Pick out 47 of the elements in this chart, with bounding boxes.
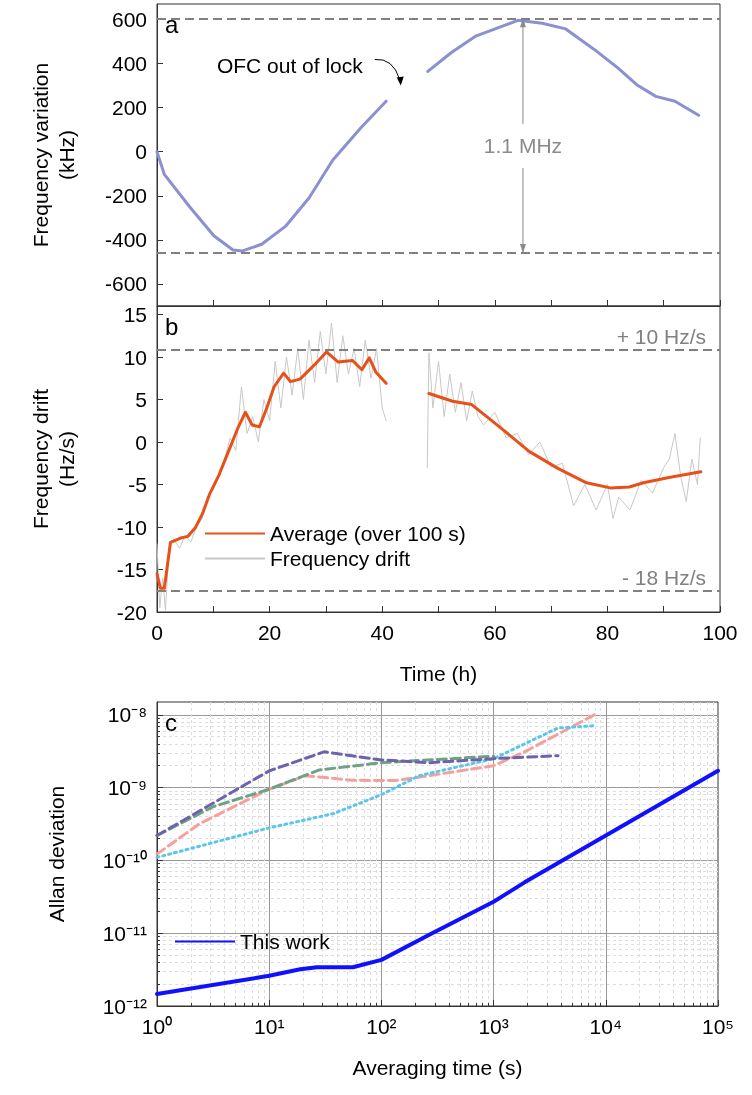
annotation: 1.1 MHz — [483, 134, 563, 158]
annotation: a — [165, 10, 179, 38]
ref-line-label: + 10 Hz/s — [616, 325, 706, 349]
y-axis-title: Frequency drift (Hz/s) — [28, 388, 78, 530]
x-tick-label: 40 — [370, 621, 394, 644]
x-tick-label: 10⁴ — [589, 1015, 622, 1038]
y-tick-label: -10 — [116, 515, 147, 539]
y-tick-label: 10⁻⁹ — [107, 776, 147, 800]
y-tick-label: -200 — [104, 184, 147, 208]
ref-line-label: - 18 Hz/s — [621, 565, 706, 589]
annotation: OFC out of lock — [216, 54, 364, 78]
x-tick-label: 100 — [702, 621, 738, 644]
y-axis-title: Allan deviation — [44, 785, 68, 923]
annotation: b — [165, 312, 179, 340]
y-tick-label: 10⁻¹¹ — [102, 921, 147, 945]
y-tick-label: 10⁻⁸ — [107, 703, 147, 727]
x-tick-label: 20 — [257, 621, 282, 644]
legend-label: Frequency drift — [270, 547, 411, 570]
y-tick-label: 0 — [135, 140, 147, 164]
y-tick-label: 200 — [111, 96, 147, 120]
x-tick-label: 0 — [151, 621, 163, 644]
x-axis-title: Averaging time (s) — [352, 1055, 523, 1079]
y-tick-label: 10⁻¹² — [102, 994, 147, 1018]
x-tick-label: 10¹ — [254, 1015, 285, 1038]
x-tick-label: 10³ — [478, 1015, 509, 1038]
legend-label: Average (over 100 s) — [270, 522, 466, 545]
x-tick-label: 10⁰ — [141, 1015, 173, 1038]
y-tick-label: -15 — [116, 558, 147, 581]
y-tick-label: -5 — [128, 473, 147, 496]
y-tick-label: 600 — [111, 7, 147, 31]
y-tick-label: 10 — [123, 345, 147, 369]
x-tick-label: 60 — [483, 621, 507, 644]
y-tick-label: 15 — [123, 303, 147, 326]
x-axis-title: Time (h) — [399, 661, 478, 685]
y-tick-label: 5 — [135, 388, 147, 411]
x-tick-label: 10⁵ — [701, 1015, 735, 1038]
y-tick-label: 400 — [111, 52, 147, 76]
annotation: c — [165, 708, 177, 736]
legend-label: This work — [240, 930, 331, 953]
y-tick-label: -600 — [104, 272, 147, 296]
y-tick-label: 0 — [135, 430, 147, 454]
x-tick-label: 10² — [366, 1015, 397, 1038]
x-tick-label: 80 — [595, 621, 620, 644]
y-tick-label: -400 — [104, 228, 147, 252]
y-tick-label: 10⁻¹⁰ — [102, 848, 147, 872]
y-tick-label: -20 — [116, 600, 147, 624]
y-axis-title: Frequency variation (kHz) — [28, 62, 78, 248]
